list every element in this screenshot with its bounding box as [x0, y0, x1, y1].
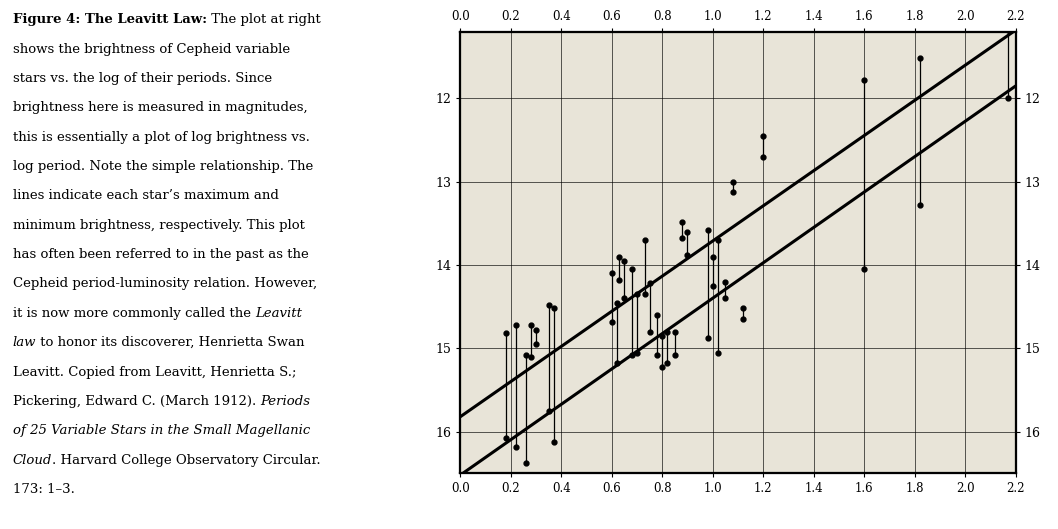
Text: Leavitt. Copied from Leavitt, Henrietta S.;: Leavitt. Copied from Leavitt, Henrietta …: [13, 366, 296, 379]
Text: The plot at right: The plot at right: [206, 13, 321, 26]
Text: Figure 4: The Leavitt Law:: Figure 4: The Leavitt Law:: [13, 13, 206, 26]
Text: of 25 Variable Stars in the Small Magellanic: of 25 Variable Stars in the Small Magell…: [13, 424, 310, 437]
Text: Periods: Periods: [260, 395, 310, 408]
Text: brightness here is measured in magnitudes,: brightness here is measured in magnitude…: [13, 102, 307, 114]
Text: it is now more commonly called the: it is now more commonly called the: [13, 307, 255, 320]
Text: Leavitt: Leavitt: [255, 307, 302, 320]
Text: minimum brightness, respectively. This plot: minimum brightness, respectively. This p…: [13, 219, 305, 232]
Text: shows the brightness of Cepheid variable: shows the brightness of Cepheid variable: [13, 42, 290, 56]
Text: law: law: [13, 336, 36, 349]
Text: to honor its discoverer, Henrietta Swan: to honor its discoverer, Henrietta Swan: [36, 336, 305, 349]
Text: log period. Note the simple relationship. The: log period. Note the simple relationship…: [13, 160, 313, 173]
Text: Cloud: Cloud: [13, 454, 52, 467]
Text: Cepheid period-luminosity relation. However,: Cepheid period-luminosity relation. Howe…: [13, 277, 316, 290]
Text: . Harvard College Observatory Circular.: . Harvard College Observatory Circular.: [52, 454, 321, 467]
Text: stars vs. the log of their periods. Since: stars vs. the log of their periods. Sinc…: [13, 72, 272, 85]
Text: this is essentially a plot of log brightness vs.: this is essentially a plot of log bright…: [13, 131, 310, 144]
Text: 173: 1–3.: 173: 1–3.: [13, 483, 74, 496]
Text: lines indicate each star’s maximum and: lines indicate each star’s maximum and: [13, 189, 278, 203]
Text: Pickering, Edward C. (March 1912).: Pickering, Edward C. (March 1912).: [13, 395, 260, 408]
Text: has often been referred to in the past as the: has often been referred to in the past a…: [13, 248, 309, 261]
